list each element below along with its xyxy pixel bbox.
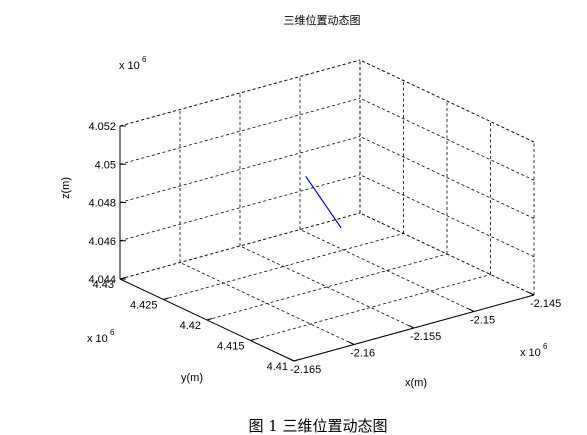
figure-caption: 图 1 三维位置动态图 [248,417,387,435]
z-axis-label: z(m) [60,177,72,199]
data-series [305,176,342,229]
grid-line [299,229,475,312]
chart-title: 三维位置动态图 [284,13,361,27]
x-axis-ticks: -2.165 -2.16 -2.155 -2.15 -2.145 [288,292,561,376]
grid-line [359,174,535,258]
grid-line [119,212,361,280]
grid-line [359,97,535,181]
y-tick-mark [250,338,256,341]
x-tick-mark [528,292,535,296]
grid-line [119,59,361,127]
y-tick-mark [293,359,300,362]
y-tick-label: 4.42 [180,320,201,332]
z-tick-label: 4.044 [88,274,116,286]
z-tick-label: 4.052 [88,121,116,133]
y-axis-label: y(m) [181,372,203,384]
svg-text:x 10: x 10 [87,333,108,345]
grid-line [119,136,361,203]
x-tick-label: -2.145 [530,298,561,310]
y-tick-label: 4.43 [93,279,114,291]
x-tick-mark [468,308,475,312]
grid-line [119,97,361,165]
y-tick-mark [163,297,169,300]
x-tick-label: -2.15 [470,315,495,327]
svg-text:x 10: x 10 [119,60,140,72]
series-line [305,176,342,229]
z-exponent: x 10 6 [119,55,147,72]
grid-line [206,253,448,321]
x-tick-label: -2.155 [410,331,441,343]
x-axis-label: x(m) [405,377,427,389]
x-tick-mark [288,358,295,362]
grid-line [119,174,361,242]
z-tick-label: 4.046 [88,236,116,248]
svg-text:6: 6 [110,328,115,337]
svg-text:6: 6 [543,342,548,351]
grid-line [359,136,535,219]
y-tick-mark [119,277,126,280]
y-tick-mark [206,318,213,321]
svg-text:6: 6 [142,55,147,64]
y-exponent: x 10 6 [87,328,115,345]
grid-line [163,233,404,300]
x-exponent: x 10 6 [520,342,548,359]
z-tick-label: 4.05 [95,159,116,171]
y-tick-label: 4.41 [267,361,288,373]
y-tick-label: 4.415 [217,341,245,353]
x-tick-mark [348,341,355,345]
x-tick-mark [408,325,415,329]
y-tick-label: 4.425 [130,300,158,312]
z-axis-ticks: 4.044 4.046 4.048 4.05 4.052 [88,121,126,286]
grid-line [250,274,491,341]
svg-text:x 10: x 10 [520,347,541,359]
y-axis-ticks: 4.41 4.415 4.42 4.425 4.43 [93,277,300,373]
x-tick-label: -2.16 [350,348,375,360]
grid-line [359,59,535,143]
grid-line [239,245,415,329]
x-tick-label: -2.165 [290,364,321,376]
z-tick-label: 4.048 [88,198,116,210]
